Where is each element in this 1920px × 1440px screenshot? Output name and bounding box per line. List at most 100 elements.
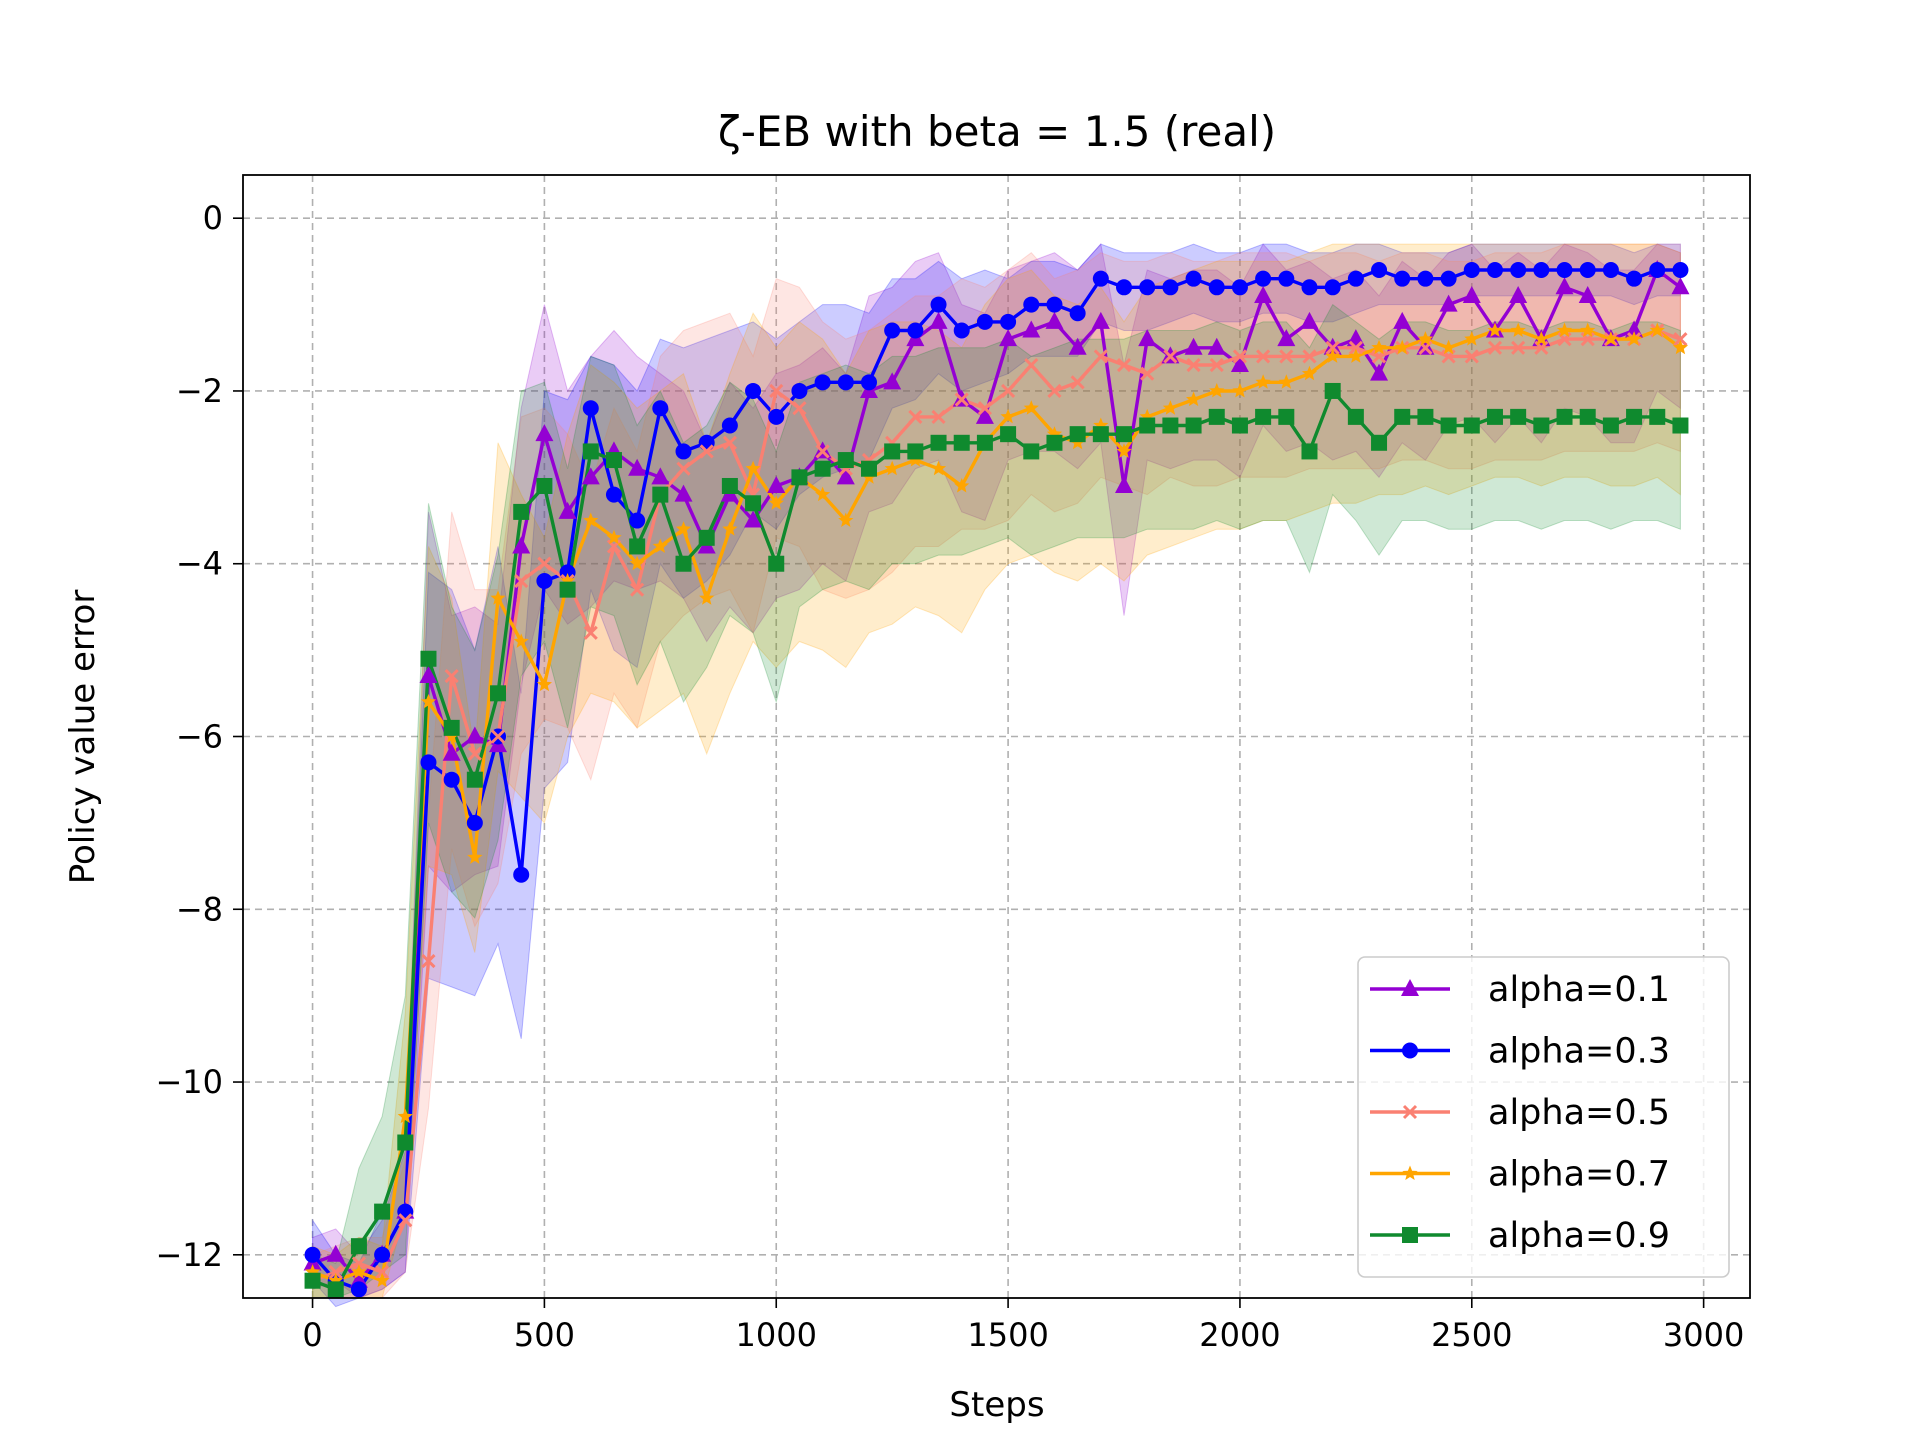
data-point [1626, 270, 1643, 287]
data-point [490, 685, 507, 702]
data-point [745, 382, 762, 399]
data-point [1394, 270, 1411, 287]
data-point [722, 521, 738, 536]
data-point [1116, 357, 1132, 373]
data-point [1278, 374, 1294, 389]
data-point [1371, 339, 1387, 355]
data-point [745, 495, 762, 512]
data-point [326, 1244, 345, 1262]
data-point [675, 443, 692, 460]
data-point [1509, 285, 1528, 303]
data-point [1439, 294, 1458, 312]
data-point [351, 1256, 366, 1271]
data-point [1070, 375, 1085, 390]
data-point [675, 521, 692, 536]
data-point [1324, 382, 1341, 399]
data-point [1092, 426, 1109, 443]
series-markers [303, 260, 1690, 1298]
data-point [1001, 383, 1016, 399]
data-point [1231, 417, 1248, 434]
data-point [976, 434, 993, 451]
data-point [537, 556, 552, 571]
data-point [444, 668, 459, 684]
data-point [676, 461, 691, 476]
data-point [1302, 349, 1317, 364]
data-point [1138, 329, 1157, 347]
legend: alpha=0.1 alpha=0.3 alpha=0.5 alpha=0.7 alph… [1357, 956, 1730, 1278]
data-point [1000, 426, 1017, 443]
data-point [699, 590, 715, 605]
data-point [1047, 383, 1062, 399]
data-point [1000, 408, 1016, 424]
x-axis-ticks: 0 500 1000 1500 2000 2500 3000 [302, 1298, 1744, 1354]
data-point [513, 633, 529, 648]
data-point [1417, 331, 1433, 346]
data-point [1255, 270, 1272, 287]
data-point [1277, 329, 1296, 347]
data-point [791, 469, 808, 486]
data-point [1045, 311, 1064, 329]
data-point [907, 322, 924, 339]
y-tick-label: −8 [176, 890, 223, 928]
data-point [420, 754, 437, 771]
data-point [1163, 349, 1178, 364]
data-point [722, 435, 737, 450]
x-tick-label: 3000 [1663, 1316, 1744, 1354]
data-point [350, 1281, 367, 1298]
data-point [1555, 277, 1574, 295]
data-point [397, 1134, 414, 1151]
data-point [1162, 400, 1178, 415]
data-point [698, 529, 715, 546]
data-point [442, 743, 461, 761]
data-point [374, 1272, 390, 1288]
data-point [1091, 311, 1110, 329]
data-point [1649, 322, 1665, 337]
data-point [630, 582, 645, 597]
data-point [652, 486, 669, 503]
data-point [1301, 365, 1318, 381]
data-point [535, 424, 554, 442]
data-point [1254, 285, 1273, 303]
data-point [651, 467, 670, 485]
data-point [1186, 357, 1201, 373]
data-point [1301, 443, 1318, 460]
data-point [860, 460, 877, 477]
x-tick-label: 0 [302, 1316, 322, 1354]
data-point [1139, 279, 1156, 296]
data-point [1255, 408, 1272, 425]
data-point [815, 486, 831, 502]
y-tick-label: −4 [176, 545, 223, 583]
y-tick-label: −12 [155, 1236, 223, 1274]
data-point [1068, 337, 1087, 355]
data-point [1231, 279, 1248, 296]
data-point [1325, 348, 1341, 363]
data-point [1580, 322, 1596, 337]
data-point [536, 676, 552, 692]
legend-label: alpha=0.5 [1488, 1093, 1670, 1133]
data-point [1324, 279, 1341, 296]
data-point [1487, 340, 1503, 355]
y-tick-label: −6 [176, 718, 223, 756]
data-point [975, 406, 994, 424]
data-point [1232, 349, 1248, 364]
y-axis-label: Policy value error [63, 590, 103, 885]
data-point [1602, 417, 1619, 434]
data-point [1115, 475, 1134, 493]
data-point [1371, 434, 1388, 451]
data-point [512, 536, 531, 554]
data-point [1371, 262, 1388, 279]
data-point [1069, 305, 1086, 322]
data-point [304, 1272, 321, 1289]
data-point [421, 954, 436, 969]
data-point [954, 392, 969, 407]
data-point [791, 382, 808, 399]
data-point [304, 1246, 321, 1263]
data-point [1348, 348, 1364, 363]
data-point [397, 1108, 413, 1124]
data-point [398, 1213, 413, 1228]
data-point [1185, 270, 1202, 287]
data-point [930, 434, 947, 451]
data-point [629, 538, 646, 555]
x-tick-label: 1000 [736, 1316, 817, 1354]
